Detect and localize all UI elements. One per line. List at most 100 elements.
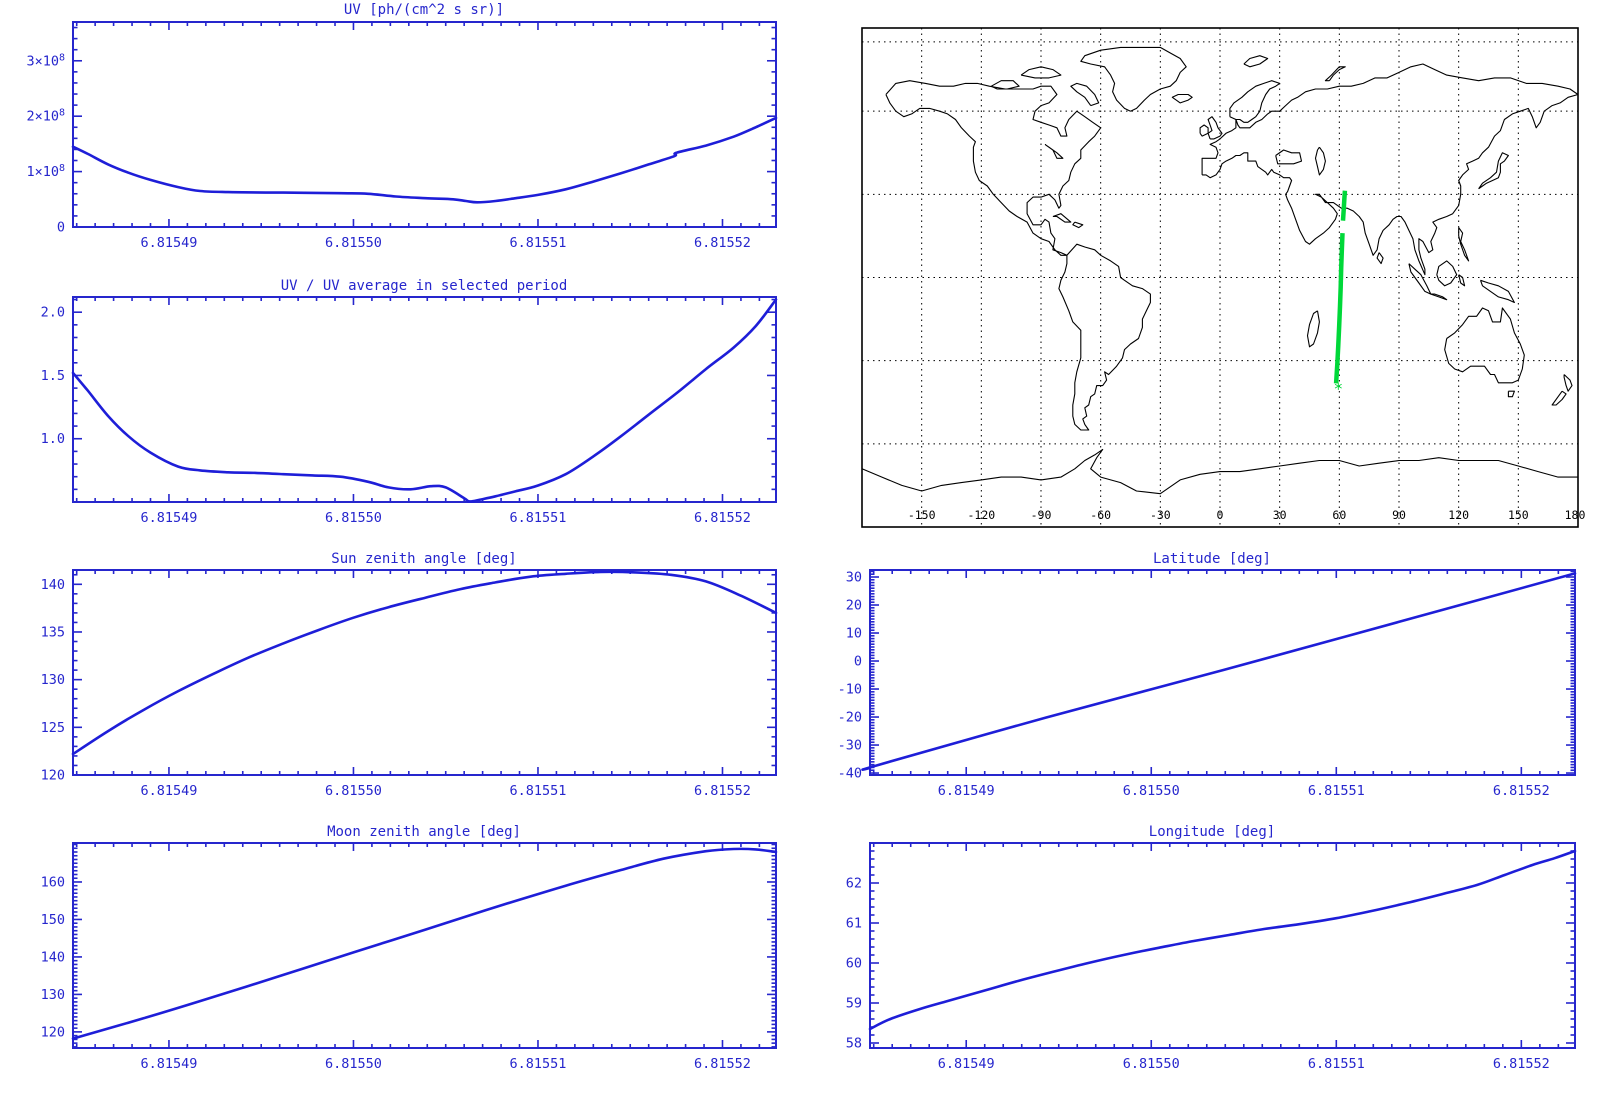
y-tick-labels: 0 1×108 2×108 3×108 bbox=[26, 52, 65, 235]
map-lon-label: 0 bbox=[1217, 508, 1224, 522]
x-ticks bbox=[75, 22, 761, 227]
y-tick-labels: -40 -30 -20 -10 0 10 20 30 bbox=[838, 570, 862, 782]
y-tick-labels: 120 125 130 135 140 bbox=[41, 577, 65, 784]
map-lon-label: -30 bbox=[1150, 508, 1171, 522]
moon-zenith-chart-title: Moon zenith angle [deg] bbox=[327, 824, 521, 840]
tick-label: 6.81549 bbox=[938, 783, 995, 799]
tick-label: 6.81550 bbox=[325, 510, 382, 526]
sun-zenith-chart-title: Sun zenith angle [deg] bbox=[331, 551, 516, 567]
tick-label: 6.81549 bbox=[140, 1056, 197, 1072]
tick-label: 6.81551 bbox=[510, 235, 567, 251]
tick-label: 2.0 bbox=[41, 305, 65, 321]
track-start-marker: * bbox=[1334, 379, 1344, 398]
data-curve bbox=[71, 847, 778, 1040]
sun-zenith-chart: 6.81549 6.81550 6.81551 6.81552 120 125 130 135… bbox=[41, 569, 778, 799]
tick-label: 135 bbox=[41, 624, 65, 640]
tick-label: 1×108 bbox=[26, 163, 65, 180]
tick-label: -40 bbox=[838, 766, 862, 782]
uv-chart: 6.81549 6.81550 6.81551 6.81552 0 1×108 2×108 3… bbox=[26, 21, 778, 251]
map-lon-label: -60 bbox=[1090, 508, 1111, 522]
tick-label: 6.81550 bbox=[325, 1056, 382, 1072]
longitude-chart-title: Longitude [deg] bbox=[1149, 824, 1275, 840]
tick-label: 6.81552 bbox=[694, 510, 751, 526]
tick-label: 2×108 bbox=[26, 108, 65, 125]
tick-label: 130 bbox=[41, 672, 65, 688]
y-ticks bbox=[73, 573, 776, 776]
tick-label: 6.81549 bbox=[140, 783, 197, 799]
x-ticks bbox=[872, 843, 1560, 1048]
tick-label: 6.81551 bbox=[1308, 783, 1365, 799]
tick-label: 140 bbox=[41, 577, 65, 593]
tick-label: 6.81549 bbox=[140, 510, 197, 526]
tick-label: 1.5 bbox=[41, 368, 65, 384]
map-coastlines bbox=[861, 46, 1579, 495]
tick-label: 6.81550 bbox=[1123, 783, 1180, 799]
tick-label: 6.81549 bbox=[938, 1056, 995, 1072]
tick-label: 125 bbox=[41, 720, 65, 736]
x-tick-labels: 6.81549 6.81550 6.81551 6.81552 bbox=[938, 1056, 1550, 1072]
y-tick-labels: 120 130 140 150 160 bbox=[41, 874, 65, 1040]
x-ticks bbox=[872, 570, 1560, 775]
data-curve bbox=[868, 849, 1577, 1031]
x-tick-labels: 6.81549 6.81550 6.81551 6.81552 bbox=[140, 510, 750, 526]
tick-label: 6.81552 bbox=[694, 235, 751, 251]
tick-label: 59 bbox=[846, 996, 862, 1012]
tick-label: 6.81551 bbox=[510, 1056, 567, 1072]
data-curve bbox=[71, 570, 778, 756]
plot-frame bbox=[869, 569, 1576, 776]
y-ticks bbox=[870, 842, 1575, 1044]
x-tick-labels: 6.81549 6.81550 6.81551 6.81552 bbox=[140, 783, 750, 799]
tick-label: 61 bbox=[846, 916, 862, 932]
tick-label: 6.81550 bbox=[1123, 1056, 1180, 1072]
world-map: * -150 -120 -90 -60 -30 0 30 60 90 120 150 180 bbox=[861, 27, 1586, 528]
y-ticks bbox=[870, 570, 1575, 774]
tick-label: 62 bbox=[846, 876, 862, 892]
tick-label: 30 bbox=[846, 570, 862, 586]
y-tick-labels: 58 59 60 61 62 bbox=[846, 876, 862, 1052]
tick-label: 6.81550 bbox=[325, 783, 382, 799]
tick-label: 60 bbox=[846, 956, 862, 972]
tick-label: 160 bbox=[41, 874, 65, 890]
latitude-chart: 6.81549 6.81550 6.81551 6.81552 -40 -30 -20 -10… bbox=[838, 569, 1577, 799]
map-lon-label: 150 bbox=[1508, 508, 1529, 522]
map-lon-label: 60 bbox=[1332, 508, 1346, 522]
x-tick-labels: 6.81549 6.81550 6.81551 6.81552 bbox=[140, 1056, 750, 1072]
data-curve bbox=[71, 298, 778, 503]
tick-label: 6.81552 bbox=[1493, 1056, 1550, 1072]
data-curve bbox=[71, 116, 778, 204]
tick-label: 0 bbox=[854, 654, 862, 670]
plot-frame bbox=[72, 296, 777, 503]
x-ticks bbox=[75, 297, 761, 502]
latitude-chart-title: Latitude [deg] bbox=[1153, 551, 1271, 567]
tick-label: 140 bbox=[41, 949, 65, 965]
map-lon-label: 30 bbox=[1273, 508, 1287, 522]
map-lon-labels: -150 -120 -90 -60 -30 0 30 60 90 120 150 180 bbox=[908, 508, 1586, 522]
tick-label: 6.81551 bbox=[1308, 1056, 1365, 1072]
y-ticks bbox=[73, 298, 776, 503]
map-lon-label: 120 bbox=[1448, 508, 1469, 522]
tick-label: 6.81549 bbox=[140, 235, 197, 251]
tick-label: 10 bbox=[846, 626, 862, 642]
longitude-chart: 6.81549 6.81550 6.81551 6.81552 58 59 60 61 62 bbox=[846, 842, 1577, 1072]
map-lon-label: 90 bbox=[1392, 508, 1406, 522]
tick-label: 6.81550 bbox=[325, 235, 382, 251]
map-frame bbox=[861, 27, 1579, 528]
tick-label: 58 bbox=[846, 1036, 862, 1052]
map-lon-label: -150 bbox=[908, 508, 936, 522]
plot-frame bbox=[72, 842, 777, 1049]
plot-frame bbox=[72, 569, 777, 776]
plot-frame bbox=[72, 21, 777, 228]
uv-ratio-chart: 6.81549 6.81550 6.81551 6.81552 1.0 1.5 2.0 bbox=[41, 296, 778, 526]
satellite-track: * bbox=[1334, 190, 1348, 398]
x-ticks bbox=[75, 843, 761, 1048]
uv-chart-title: UV [ph/(cm^2 s sr)] bbox=[344, 2, 504, 18]
x-ticks bbox=[75, 570, 761, 775]
tick-label: 130 bbox=[41, 987, 65, 1003]
tick-label: 0 bbox=[57, 220, 65, 236]
tick-label: 6.81552 bbox=[694, 1056, 751, 1072]
map-lon-label: 180 bbox=[1565, 508, 1586, 522]
y-ticks bbox=[73, 843, 776, 1048]
tick-label: -30 bbox=[838, 738, 862, 754]
